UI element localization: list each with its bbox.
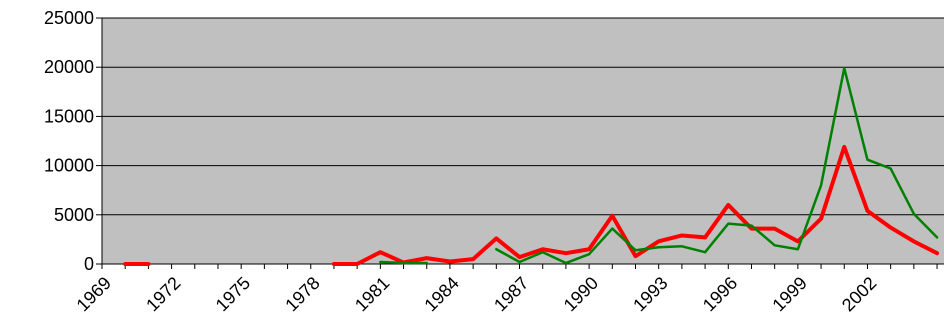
- series-layer: [123, 66, 940, 266]
- y-tick-label: 0: [84, 254, 94, 274]
- x-tick-label: 1996: [699, 273, 741, 315]
- x-tick-label: 1978: [281, 273, 323, 315]
- series-line: [379, 260, 428, 265]
- y-axis: 0 5000 10000 15000 20000 25000: [44, 8, 103, 274]
- y-tick-label: 15000: [44, 106, 94, 126]
- series-line: [331, 144, 940, 266]
- x-tick-label: 1975: [212, 273, 254, 315]
- x-tick-label: 1993: [629, 273, 671, 315]
- plot-area: [102, 18, 944, 264]
- x-tick-label: 2002: [838, 273, 880, 315]
- y-tick-label: 5000: [54, 205, 94, 225]
- x-tick-label: 1999: [768, 273, 810, 315]
- x-tick-label: 1990: [560, 273, 602, 315]
- x-axis: 1969 1972 1975 1978 1981 1984 1987 1990 1993 1996…: [73, 263, 944, 315]
- y-tick-label: 25000: [44, 8, 94, 28]
- x-tick-label: 1987: [490, 273, 532, 315]
- series-1: [379, 66, 939, 265]
- y-tick-label: 10000: [44, 156, 94, 176]
- x-tick-label: 1972: [142, 273, 184, 315]
- y-tick-label: 20000: [44, 57, 94, 77]
- x-tick-label: 1984: [420, 273, 462, 315]
- series-0: [123, 144, 940, 266]
- series-line: [495, 66, 939, 265]
- x-tick-label: 1981: [351, 273, 393, 315]
- x-tick-label: 1969: [73, 273, 115, 315]
